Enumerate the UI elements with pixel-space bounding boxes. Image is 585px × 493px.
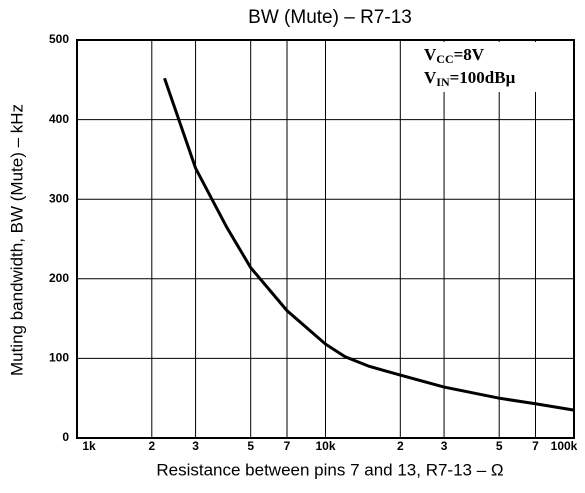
y-axis-label: Muting bandwidth, BW (Mute) – kHz [7, 104, 26, 376]
y-tick-label: 400 [49, 112, 69, 126]
x-tick-label: 2 [397, 439, 404, 453]
annotation-background [418, 42, 572, 92]
x-tick-label: 1k [82, 439, 96, 453]
x-tick-label: 5 [496, 439, 503, 453]
annotation-rest: =100dBμ [450, 68, 516, 87]
y-tick-label: 200 [49, 271, 69, 285]
x-tick-label: 100k [551, 439, 578, 453]
annotation-sub: IN [436, 75, 450, 89]
y-tick-label: 0 [62, 430, 69, 444]
y-tick-label: 300 [49, 191, 69, 205]
plot-frame [76, 39, 575, 439]
annotation-main: V [424, 45, 437, 64]
y-tick-label: 500 [49, 32, 69, 46]
x-tick-label: 5 [247, 439, 254, 453]
curve [163, 77, 575, 412]
x-tick-label: 3 [441, 439, 448, 453]
annotation: VIN=100dBμ [424, 68, 516, 89]
y-tick-label: 100 [49, 351, 69, 365]
annotation: VCC=8V [424, 45, 485, 66]
x-tick-label: 7 [532, 439, 539, 453]
annotation-rest: =8V [454, 45, 485, 64]
annotation-sub: CC [436, 52, 453, 66]
x-tick-label: 10k [315, 439, 335, 453]
x-tick-label: 2 [148, 439, 155, 453]
x-axis-label: Resistance between pins 7 and 13, R7-13 … [156, 460, 503, 479]
x-tick-label: 7 [284, 439, 291, 453]
chart-title: BW (Mute) – R7-13 [248, 7, 412, 28]
annotation-main: V [424, 68, 437, 87]
x-tick-label: 3 [192, 439, 199, 453]
